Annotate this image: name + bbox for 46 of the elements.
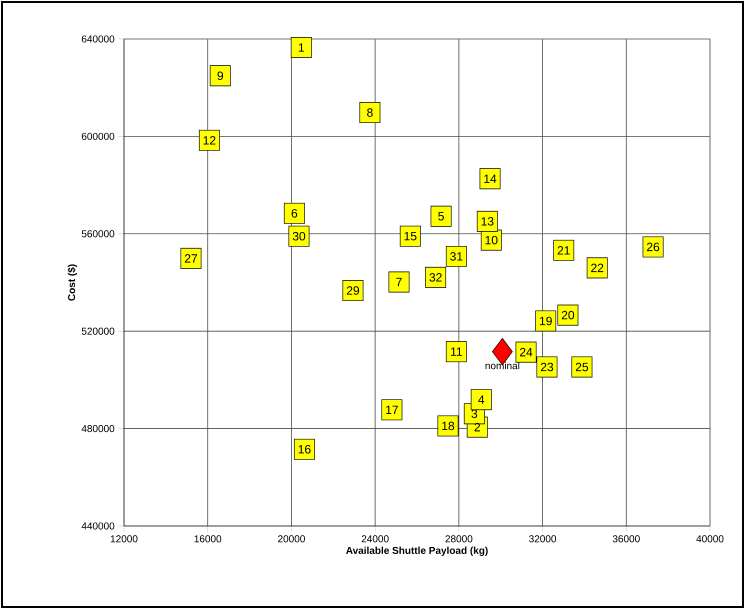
- annotation: 15: [404, 232, 416, 240]
- annotation: 1: [298, 43, 304, 52]
- x-tick-label: 16000: [194, 535, 222, 542]
- y-tick-label: 560000: [82, 230, 114, 238]
- x-tick-label: 28000: [445, 535, 472, 542]
- y-tick-label: 440000: [82, 522, 114, 530]
- annotation: 19: [540, 316, 552, 326]
- y-tick-label: 600000: [82, 132, 114, 140]
- annotation: 30: [292, 232, 306, 240]
- y-tick-label: 480000: [82, 425, 114, 432]
- annotation: 22: [591, 264, 604, 272]
- annotation: 14: [484, 174, 496, 183]
- x-tick-label: 36000: [612, 535, 640, 542]
- annotation: 25: [576, 362, 588, 372]
- annotation: 7: [396, 278, 402, 286]
- annotation: 6: [292, 209, 298, 218]
- annotation: 4: [478, 395, 484, 404]
- x-tick-label: 40000: [696, 535, 724, 542]
- x-tick-label: 24000: [362, 535, 389, 542]
- x-tick-label: 20000: [278, 535, 305, 542]
- y-tick-label: 520000: [82, 328, 114, 335]
- annotation: 18: [442, 422, 454, 430]
- annotation: 23: [540, 362, 554, 372]
- annotation: 11: [451, 348, 462, 356]
- y-tick-label: 640000: [82, 35, 114, 43]
- annotation: 24: [520, 348, 532, 356]
- annotation: 16: [298, 445, 311, 454]
- annotation: 29: [346, 286, 360, 295]
- annotation: 17: [386, 406, 398, 414]
- annotation: 9: [218, 72, 224, 80]
- x-tick-label: 12000: [110, 535, 138, 542]
- annotation: 10: [486, 236, 498, 244]
- x-axis-title: Available Shuttle Payload (kg): [346, 546, 488, 556]
- annotation: 31: [450, 252, 462, 261]
- annotation: 21: [558, 246, 570, 255]
- y-axis-title: Cost ($): [68, 264, 78, 301]
- annotation: 13: [482, 217, 494, 226]
- annotation: 27: [184, 254, 198, 263]
- series-label: nominal: [486, 362, 520, 370]
- annotation: 32: [429, 273, 442, 282]
- annotation: 12: [204, 136, 216, 144]
- annotation: 26: [647, 242, 660, 252]
- annotation: 8: [367, 108, 373, 117]
- annotation: 5: [438, 212, 444, 220]
- x-tick-label: 32000: [529, 535, 556, 542]
- annotation: 20: [562, 310, 574, 320]
